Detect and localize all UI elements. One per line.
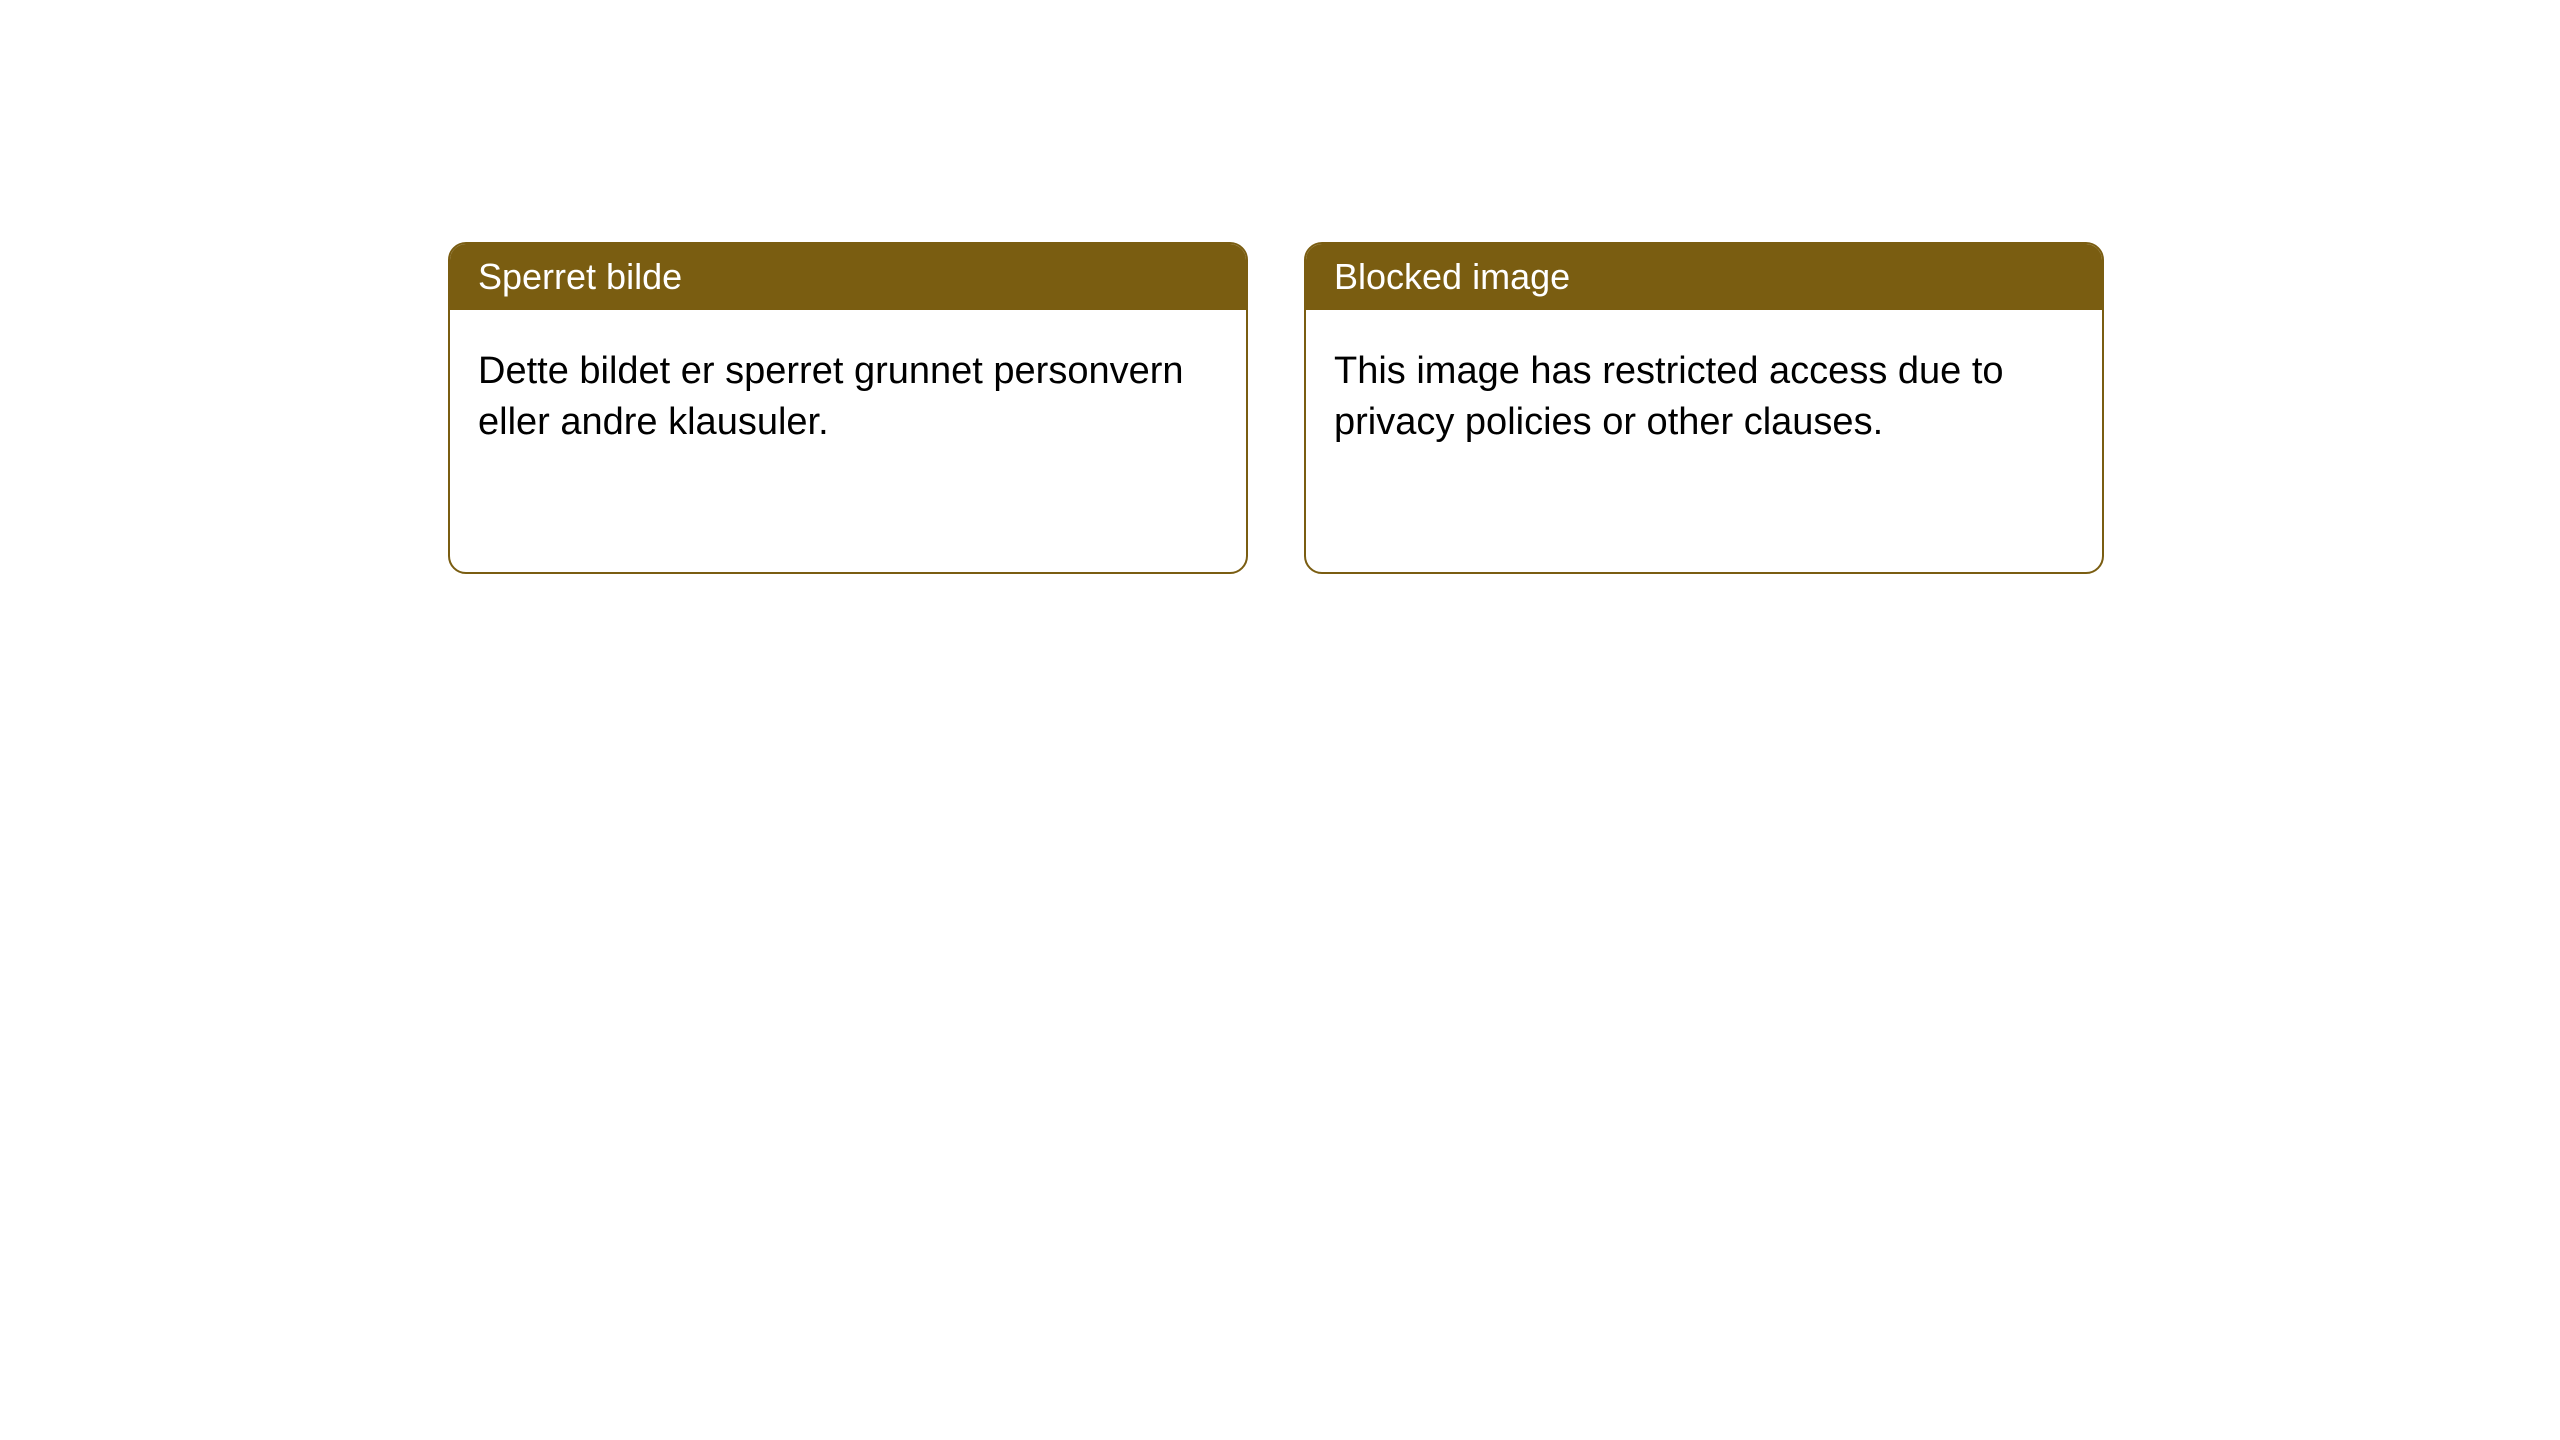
notice-body: Dette bildet er sperret grunnet personve… xyxy=(450,310,1246,485)
notice-header: Blocked image xyxy=(1306,244,2102,310)
notice-container: Sperret bilde Dette bildet er sperret gr… xyxy=(0,0,2560,574)
notice-header: Sperret bilde xyxy=(450,244,1246,310)
notice-box-english: Blocked image This image has restricted … xyxy=(1304,242,2104,574)
notice-body: This image has restricted access due to … xyxy=(1306,310,2102,485)
notice-box-norwegian: Sperret bilde Dette bildet er sperret gr… xyxy=(448,242,1248,574)
